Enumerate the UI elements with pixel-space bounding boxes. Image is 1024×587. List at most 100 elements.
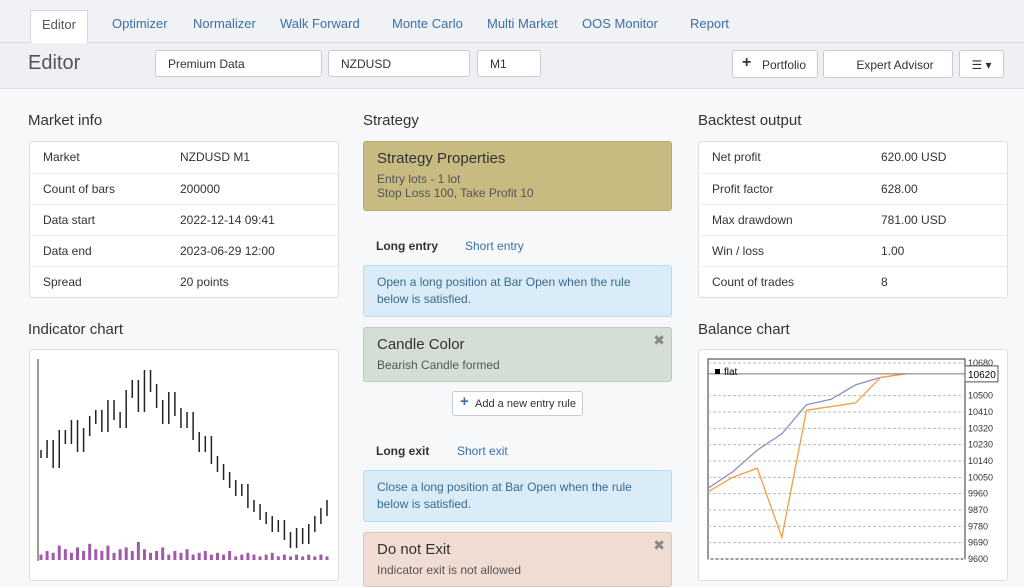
close-icon[interactable]: ✖ [653, 332, 665, 348]
value-label: 10620 [968, 370, 996, 381]
volume-bar [136, 542, 140, 560]
volume-bar [161, 547, 165, 560]
y-tick-label: 10050 [968, 472, 993, 482]
volume-bar [282, 554, 286, 560]
rule[interactable]: Do not Exit Indicator exit is not allowe… [363, 532, 672, 587]
volume-bar [234, 556, 238, 560]
volume-bar [167, 554, 171, 560]
volume-bar [203, 551, 207, 560]
volume-bar [222, 554, 226, 560]
select[interactable]: Premium Data [155, 50, 322, 77]
volume-bar [191, 554, 195, 560]
balance-line [707, 373, 906, 540]
plus-icon: + [460, 393, 469, 410]
volume-bar [197, 552, 201, 560]
table-row: Win / loss 1.00 [699, 235, 1007, 267]
indicator-chart [37, 359, 329, 561]
volume-bar [106, 545, 110, 560]
row-label: Market [43, 150, 80, 164]
volume-bar [57, 545, 61, 560]
volume-bar [295, 554, 299, 560]
row-value: 781.00 USD [881, 213, 947, 227]
tab[interactable]: OOS Monitor [582, 16, 658, 31]
volume-bar [173, 551, 177, 560]
page-title: Editor [28, 52, 81, 74]
volume-bar [252, 554, 256, 560]
section-title: Backtest output [698, 112, 802, 129]
table-row: Data end 2023-06-29 12:00 [30, 235, 338, 267]
row-label: Win / loss [712, 244, 765, 258]
table-row: Count of trades 8 [699, 266, 1007, 298]
button[interactable]: Add a new entry rule [452, 391, 583, 416]
row-value: 2022-12-14 09:41 [180, 213, 275, 227]
note: Close a long position at Bar Open when t… [363, 470, 672, 522]
balance-chart: 9600 9690 9780 9870 9960 10050 10140 10230 10320… [707, 358, 999, 564]
volume-bar [112, 552, 116, 560]
volume-bar [118, 549, 122, 560]
value-box [964, 365, 999, 383]
plus-icon: + [742, 54, 752, 71]
table-row: Data start 2022-12-14 09:41 [30, 204, 338, 236]
volume-bar [246, 552, 250, 560]
legend-label: flat [724, 367, 738, 378]
text: Entry lots - 1 lot [377, 172, 461, 186]
table-row: Net profit 620.00 USD [699, 142, 1007, 173]
tab[interactable]: Editor [30, 10, 88, 43]
app: Editor Optimizer Normalizer Walk Forward… [0, 10, 1024, 587]
rule[interactable]: Candle Color Bearish Candle formed ✖ [363, 327, 672, 382]
table-row: Count of bars 200000 [30, 173, 338, 205]
volume-bar [307, 554, 311, 560]
volume-bar [155, 551, 159, 560]
row-label: Count of bars [43, 182, 116, 196]
volume-bar [88, 543, 92, 560]
strategy-properties[interactable]: Strategy Properties Entry lots - 1 lot S… [363, 141, 672, 211]
y-tick-label: 9690 [968, 538, 988, 548]
y-tick-label: 10500 [968, 391, 993, 401]
tab[interactable]: Short exit [457, 444, 508, 458]
volume-bar [149, 552, 153, 560]
volume-bar [276, 556, 280, 560]
tab[interactable]: Long entry [376, 239, 438, 253]
row-value: 200000 [180, 182, 221, 196]
volume-bar [63, 549, 67, 560]
y-tick-label: 10680 [968, 358, 993, 368]
volume-bar [270, 552, 274, 560]
tab[interactable]: Long exit [376, 444, 430, 458]
volume-bar [301, 556, 305, 560]
tab[interactable]: Normalizer [193, 16, 256, 31]
box-title: Strategy Properties [377, 150, 506, 167]
button[interactable]: Expert Advisor [823, 50, 953, 78]
volume-bar [325, 556, 329, 560]
y-tick-label: 9600 [968, 554, 988, 564]
volume-bar [313, 556, 317, 560]
tab[interactable]: Walk Forward [280, 16, 360, 31]
volume-bar [228, 551, 232, 560]
y-tick-label: 10410 [968, 407, 993, 417]
tab[interactable]: Multi Market [487, 16, 558, 31]
row-label: Net profit [712, 150, 761, 164]
volume-bar [179, 552, 183, 560]
volume-bar [130, 551, 134, 560]
row-value: 20 points [180, 275, 229, 289]
row-value: 2023-06-29 12:00 [180, 244, 275, 258]
tab[interactable]: Report [690, 16, 730, 31]
row-label: Profit factor [712, 182, 774, 196]
row-value: NZDUSD M1 [180, 150, 251, 164]
select[interactable]: NZDUSD [328, 50, 470, 77]
tab[interactable]: Optimizer [112, 16, 168, 31]
tab[interactable]: Short entry [465, 239, 524, 253]
menu-button[interactable]: ☰ ▾ [959, 50, 1004, 78]
volume-bar [39, 554, 43, 560]
button[interactable]: Portfolio [732, 50, 818, 78]
select[interactable]: M1 [477, 50, 541, 77]
volume-bar [185, 549, 189, 560]
text: Indicator exit is not allowed [377, 563, 522, 577]
text: Bearish Candle formed [377, 358, 500, 372]
row-label: Data start [43, 213, 96, 227]
tab[interactable]: Monte Carlo [392, 16, 463, 31]
row-label: Data end [43, 244, 92, 258]
volume-bar [94, 549, 98, 560]
plot-area [707, 358, 966, 560]
close-icon[interactable]: ✖ [653, 537, 665, 553]
row-value: 628.00 [881, 182, 918, 196]
